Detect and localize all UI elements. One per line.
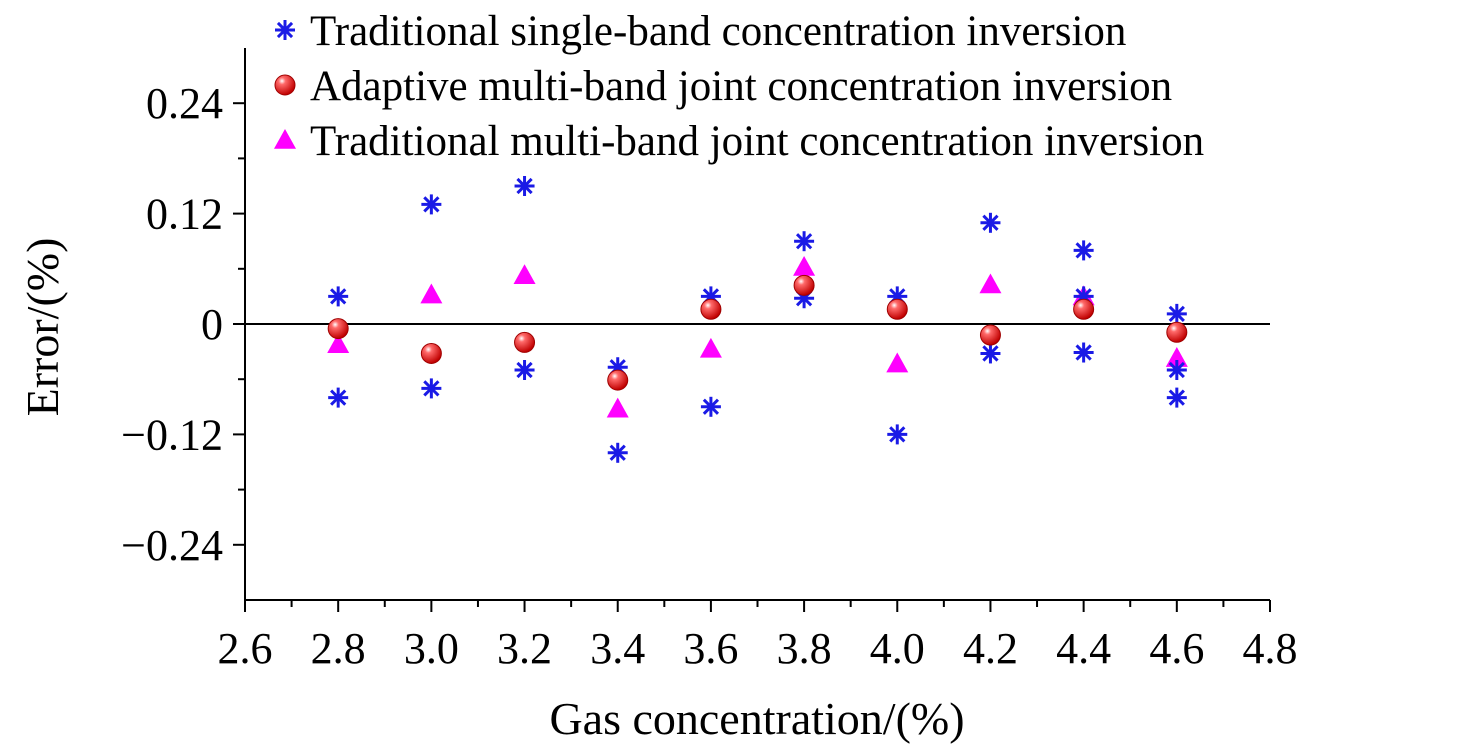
triangle-point: [1165, 347, 1188, 367]
triangle-point: [886, 352, 909, 373]
legend-label: Traditional multi-band joint concentrati…: [310, 118, 1204, 165]
sphere-point: [886, 298, 908, 320]
asterisk-point: [1166, 303, 1187, 324]
sphere-point: [700, 298, 722, 320]
sphere-point: [793, 274, 815, 296]
asterisk-point: [1073, 240, 1094, 261]
triangle-point: [420, 283, 443, 304]
y-tick-label: 0.24: [146, 79, 223, 128]
asterisk-point: [794, 231, 815, 252]
legend-label: Adaptive multi-band joint concentration …: [310, 63, 1172, 110]
asterisk-point: [328, 286, 349, 307]
asterisk-point: [421, 194, 442, 215]
x-tick-label: 3.6: [683, 624, 738, 673]
legend-marker-asterisk: [275, 20, 295, 40]
triangle-point: [979, 273, 1002, 294]
asterisk-point: [514, 176, 535, 196]
asterisk-point: [421, 378, 442, 399]
asterisk-point: [607, 442, 628, 463]
asterisk-point: [514, 360, 535, 380]
legend-marker-triangle: [274, 129, 296, 149]
legend-label: Traditional single-band concentration in…: [310, 8, 1126, 55]
x-axis-title: Gas concentration/(%): [549, 693, 964, 744]
asterisk-point: [700, 396, 721, 417]
y-axis-title: Error/(%): [17, 238, 68, 417]
asterisk-point: [1073, 342, 1094, 363]
y-tick-label: 0: [201, 300, 223, 349]
x-tick-label: 3.0: [404, 624, 459, 673]
y-tick-label: −0.24: [121, 521, 223, 570]
asterisk-point: [980, 343, 1001, 364]
x-tick-label: 4.8: [1243, 624, 1298, 673]
sphere-point: [979, 324, 1001, 346]
sphere-point: [420, 342, 442, 364]
x-tick-label: 4.2: [963, 624, 1018, 673]
legend: Traditional single-band concentration in…: [274, 8, 1204, 165]
x-tick-label: 4.6: [1149, 624, 1204, 673]
y-tick-label: 0.12: [146, 190, 223, 239]
axes: 2.6 2.8 3.0 3.2 3.4 3.6 3.8 4.0 4.2 4.4 4.6 4.8 0.24…: [121, 48, 1298, 673]
sphere-point: [1073, 298, 1095, 320]
y-tick-label: −0.12: [121, 410, 223, 459]
sphere-point: [1166, 321, 1188, 343]
x-tick-label: 2.8: [311, 624, 366, 673]
legend-marker-sphere: [274, 74, 296, 96]
triangle-point: [699, 337, 722, 358]
asterisk-point: [1166, 387, 1187, 408]
x-tick-label: 3.4: [590, 624, 645, 673]
triangle-point: [793, 255, 816, 276]
triangle-point: [606, 397, 629, 418]
x-tick-label: 4.0: [870, 624, 925, 673]
x-tick-label: 3.8: [777, 624, 832, 673]
asterisk-point: [887, 424, 908, 445]
x-tick-label: 2.6: [218, 624, 273, 673]
triangle-point: [513, 264, 536, 285]
sphere-point: [607, 369, 629, 391]
x-tick-label: 4.4: [1056, 624, 1111, 673]
sphere-point: [514, 331, 536, 353]
asterisk-point: [1166, 360, 1187, 380]
asterisk-point: [328, 387, 349, 408]
sphere-point: [327, 318, 349, 340]
x-tick-label: 3.2: [497, 624, 552, 673]
asterisk-point: [980, 212, 1001, 233]
data-marks: [327, 176, 1188, 463]
triangle-point: [327, 333, 350, 354]
